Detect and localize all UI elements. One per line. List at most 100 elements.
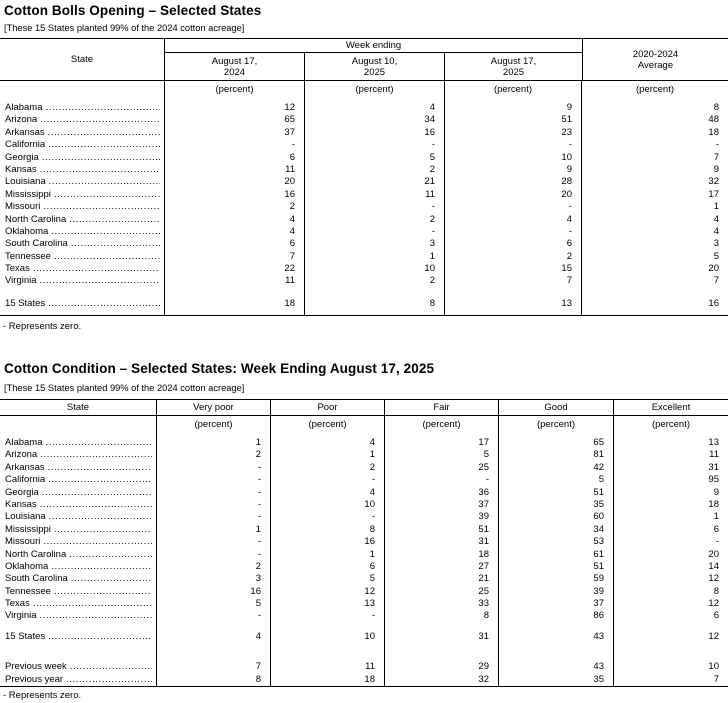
value-cell: 17 (385, 437, 499, 450)
state-label: Tennessee (5, 585, 51, 597)
table-row: Tennessee 712 5 (0, 250, 728, 264)
value-cell: 11 (165, 163, 305, 177)
state-cell: Arkansas (0, 126, 165, 140)
dotted-leader (48, 631, 152, 643)
value-cell: 7 (713, 673, 719, 685)
value-cell: 27 (385, 560, 499, 574)
value-cell (582, 310, 728, 315)
state-cell: California (0, 474, 157, 487)
date-line1: August 17, (490, 55, 537, 67)
value-cell: 12 (708, 630, 719, 642)
table-row: Oklahoma4--4 (0, 225, 728, 239)
table2-unit-row: (percent) (percent) (percent) (percent) (per… (0, 416, 728, 437)
value-cell: 36 (385, 486, 499, 499)
value-cell: 7 (165, 250, 305, 264)
state-label: Kansas (5, 498, 37, 510)
dotted-leader (70, 661, 152, 673)
state-cell: Georgia (0, 486, 157, 499)
value-cell (305, 287, 445, 298)
value-cell: 2 (305, 213, 445, 226)
value-cell: 2 (305, 163, 445, 177)
value-cell (582, 288, 728, 298)
state-cell: Mississippi (0, 523, 157, 537)
state-cell: Alabama (0, 102, 165, 115)
value-cell: (percent) (651, 419, 690, 430)
value-cell (499, 622, 614, 631)
table-row: South Carolina6363 (0, 238, 728, 251)
value-cell: 95 (708, 474, 719, 486)
value-cell: 2 (157, 560, 271, 574)
state-cell: Virginia (0, 275, 165, 288)
value-cell: 5 (499, 474, 614, 487)
state-label: Texas (5, 598, 30, 610)
value-cell: 1 (157, 523, 271, 537)
value-cell: 2 (157, 449, 271, 462)
state-cell: Missouri (0, 536, 157, 549)
state-label: Virginia (5, 275, 37, 287)
value-cell: - (445, 139, 582, 152)
value-cell: - (385, 474, 499, 487)
value-cell: (percent) (445, 81, 582, 102)
value-cell: 5 (385, 449, 499, 462)
spacer-row (0, 643, 728, 662)
value-cell (157, 643, 271, 662)
state-label: Texas (5, 263, 30, 275)
value-cell: 37 (499, 598, 614, 611)
value-cell: - (305, 201, 445, 214)
state-cell (0, 310, 165, 316)
value-cell: 18 (165, 297, 305, 311)
state-label: Previous week (5, 661, 67, 673)
date-line2: 2025 (502, 66, 525, 78)
value-cell: - (271, 511, 385, 524)
value-cell (165, 287, 305, 298)
date-column-header: August 10, 2025 (305, 53, 445, 80)
state-label: Mississippi (5, 188, 51, 200)
value-cell: 31 (385, 536, 499, 549)
value-cell (165, 310, 305, 316)
value-cell: 51 (445, 114, 582, 127)
state-cell: Oklahoma (0, 225, 165, 239)
value-cell (614, 623, 728, 631)
value-cell: 34 (499, 523, 614, 537)
value-cell: 4 (445, 213, 582, 226)
state-cell (0, 643, 157, 662)
value-cell: 1 (305, 250, 445, 264)
value-cell: 61 (499, 548, 614, 561)
dotted-leader (40, 114, 160, 126)
value-cell: (percent) (499, 416, 614, 437)
value-cell: 6 (165, 238, 305, 251)
value-cell: 21 (385, 573, 499, 586)
date-column-header: August 17, 2025 (445, 53, 582, 80)
value-cell: 28 (445, 176, 582, 189)
value-cell: 4 (713, 213, 719, 225)
state-label: Georgia (5, 151, 39, 163)
value-cell: 8 (305, 297, 445, 311)
value-cell: 65 (499, 437, 614, 450)
dotted-leader (46, 437, 153, 449)
dotted-leader (40, 449, 152, 461)
table1-body: Alabama12498Arizona65345148Arkansas37162… (0, 102, 728, 316)
value-cell: - (165, 139, 305, 152)
state-label: Missouri (5, 536, 41, 548)
value-cell: 12 (708, 598, 719, 610)
value-cell: 9 (713, 486, 719, 498)
state-label: Arizona (5, 449, 38, 461)
state-cell (0, 287, 165, 298)
state-cell: Kansas (0, 498, 157, 512)
value-cell: 1 (157, 437, 271, 450)
value-cell (157, 622, 271, 631)
dotted-leader (48, 127, 160, 139)
value-cell: (percent) (305, 81, 445, 102)
value-cell: - (305, 139, 445, 152)
value-cell: 37 (385, 498, 499, 512)
date-column-header: August 17, 2024 (165, 53, 305, 80)
dotted-leader (33, 263, 160, 275)
value-cell: 13 (271, 598, 385, 611)
value-cell: 51 (499, 560, 614, 574)
